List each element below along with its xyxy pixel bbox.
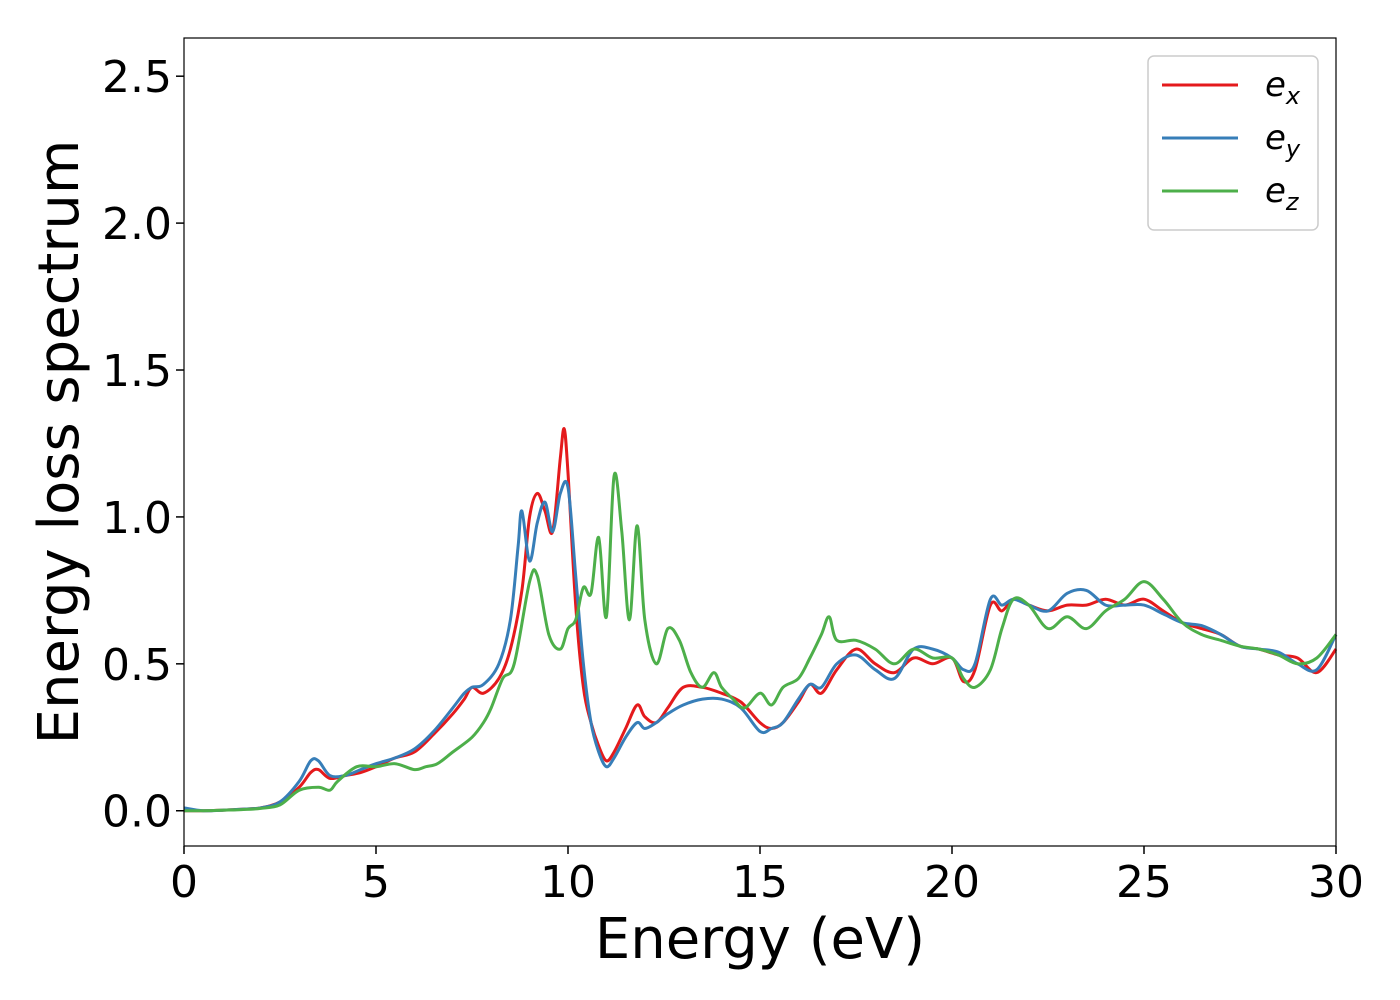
legend-box	[1147, 55, 1319, 231]
x-axis-title: Energy (eV)	[595, 907, 925, 972]
y-tick-label: 2.0	[102, 199, 172, 250]
y-tick-label: 2.5	[102, 52, 172, 103]
series-lines	[183, 427, 1338, 813]
series-line-y	[183, 479, 1338, 813]
series-line-z	[183, 471, 1338, 813]
x-tick-label: 0	[170, 857, 198, 908]
x-tick-label: 10	[540, 857, 596, 908]
x-tick-label: 25	[1116, 857, 1172, 908]
y-tick-label: 0.5	[102, 640, 172, 691]
plot-background	[184, 38, 1336, 846]
y-axis-ticks: 0.0 0.5 1.0 1.5 2.0 2.5	[102, 52, 184, 838]
y-axis-title: Energy loss spectrum	[27, 140, 92, 745]
y-tick-label: 1.0	[102, 493, 172, 544]
x-tick-label: 30	[1308, 857, 1364, 908]
x-tick-label: 5	[362, 857, 390, 908]
x-tick-label: 15	[732, 857, 788, 908]
y-tick-label: 1.5	[102, 346, 172, 397]
x-tick-label: 20	[924, 857, 980, 908]
x-axis-ticks: 0 5 10 15 20 25 30	[170, 846, 1364, 908]
y-tick-label: 0.0	[102, 787, 172, 838]
